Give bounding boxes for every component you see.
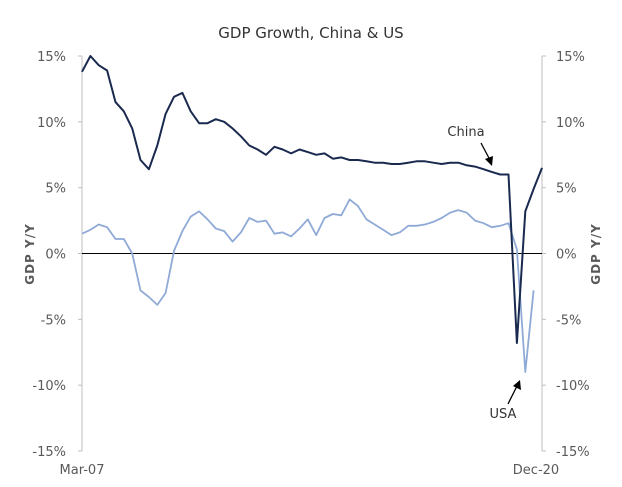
usa-annotation-label: USA — [490, 407, 517, 422]
left-y-tick-label: -5% — [41, 313, 66, 328]
series-layer — [81, 55, 543, 373]
x-tick-label-last: Dec-20 — [513, 463, 559, 478]
x-tick-label-first: Mar-07 — [60, 463, 105, 478]
usa-annotation-arrow — [507, 380, 521, 405]
left-y-tick-label: 15% — [37, 50, 66, 65]
left-y-tick-label: 5% — [45, 182, 66, 197]
left-y-tick-label: -15% — [32, 445, 66, 460]
left-axis-title: GDP Y/Y — [23, 223, 37, 285]
china-annotation-label: China — [447, 125, 484, 140]
left-y-tick-label: 10% — [37, 116, 66, 131]
right-y-tick-label: -5% — [556, 313, 581, 328]
chart-title: GDP Growth, China & US — [218, 24, 403, 42]
left-y-tick-label: -10% — [32, 379, 66, 394]
china-annotation-arrow — [480, 142, 493, 166]
usa-series-line — [81, 198, 535, 373]
right-y-tick-label: 15% — [556, 50, 585, 65]
right-y-tick-label: -15% — [556, 445, 590, 460]
right-y-axis: 15% 10% 5% 0% -5% -10% -15% — [541, 50, 590, 460]
right-y-tick-label: 0% — [556, 248, 577, 263]
right-y-tick-label: 5% — [556, 182, 577, 197]
right-axis-title: GDP Y/Y — [589, 223, 603, 285]
right-y-tick-label: 10% — [556, 116, 585, 131]
left-y-tick-label: 0% — [45, 248, 66, 263]
china-series-line — [81, 55, 543, 344]
left-y-axis: 15% 10% 5% 0% -5% -10% -15% — [32, 50, 83, 460]
right-y-tick-label: -10% — [556, 379, 590, 394]
